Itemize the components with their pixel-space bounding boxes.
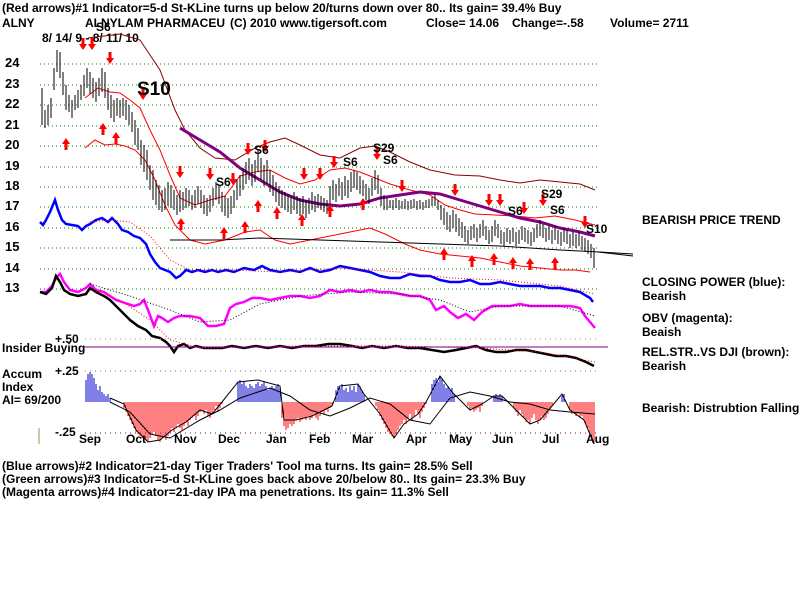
- signal-s6-2: S6: [216, 175, 231, 189]
- signal-s29-2: S29: [541, 187, 563, 201]
- month-mar: Mar: [352, 432, 374, 446]
- rel-strength-title: REL.STR..VS DJI (brown):: [642, 345, 790, 359]
- month-jul: Jul: [542, 432, 560, 446]
- closing-power-line: [39, 196, 594, 303]
- close-value: Close= 14.06: [426, 16, 500, 30]
- accum-ma: [109, 387, 596, 439]
- signal-line-4: (Magenta arrows)#4 Indicator=21-day IPA …: [2, 485, 449, 499]
- signal-s6-6: S6: [508, 204, 523, 218]
- price-label-23: 23: [5, 76, 20, 91]
- price-label-16: 16: [5, 219, 20, 234]
- signal-line-1: (Red arrows)#1 Indicator=5-d St-KLine tu…: [2, 1, 562, 15]
- price-label-18: 18: [5, 178, 20, 193]
- trend-extension: [597, 251, 634, 257]
- month-jun: Jun: [492, 432, 514, 446]
- accum-summary: Bearish: Distrubtion Falling.: [642, 401, 800, 415]
- accum-outline: [109, 375, 595, 445]
- accum-title-1: Accum: [2, 367, 43, 381]
- purple-moving-average: [179, 126, 596, 238]
- change-value: Change=-.58: [512, 16, 584, 30]
- price-label-14: 14: [5, 260, 20, 275]
- signal-s29-1: S29: [373, 141, 395, 155]
- buy-arrows: [62, 123, 559, 270]
- volume-value: Volume= 2711: [610, 16, 689, 30]
- signal-s10-big: S10: [137, 79, 171, 100]
- accum-minus-label: -.25: [55, 425, 76, 439]
- company-name: ALNYLAM PHARMACEU: [85, 16, 225, 30]
- month-jan: Jan: [266, 432, 287, 446]
- signal-s10-small: S10: [586, 222, 608, 236]
- obv-status: Beaish: [642, 325, 682, 339]
- ai-value: AI= 69/200: [2, 393, 62, 407]
- month-nov: Nov: [174, 432, 197, 446]
- month-dec: Dec: [218, 432, 241, 446]
- price-label-19: 19: [5, 158, 20, 173]
- obv-line: [40, 271, 596, 330]
- closing-power-title: CLOSING POWER (blue):: [642, 275, 786, 289]
- price-label-22: 22: [5, 96, 20, 111]
- signal-s6-7: S6: [550, 203, 565, 217]
- signal-line-3: (Green arrows)#3 Indicator=5-d St-KLine …: [2, 472, 526, 486]
- sell-arrows: [79, 38, 589, 228]
- month-sep: Sep: [79, 432, 102, 446]
- price-label-17: 17: [5, 198, 20, 213]
- insider-plus-label: +.50: [55, 332, 79, 346]
- support-line: [170, 237, 634, 255]
- price-bars: [41, 50, 595, 266]
- price-label-15: 15: [5, 239, 20, 254]
- price-grid: [40, 63, 598, 290]
- price-label-21: 21: [5, 117, 20, 132]
- signal-s6-5: S6: [383, 153, 398, 167]
- signal-s6-3: S6: [254, 143, 269, 157]
- rel-strength-status: Bearish: [642, 359, 687, 373]
- signal-s6-1: S6: [96, 20, 111, 34]
- obv-ma: [89, 283, 596, 323]
- price-label-20: 20: [5, 137, 20, 152]
- insider-buying-label: Insider Buying: [2, 341, 86, 355]
- month-oct: Oct: [126, 432, 147, 446]
- trend-label: BEARISH PRICE TREND: [642, 213, 781, 227]
- signal-s6-4: S6: [343, 155, 358, 169]
- signal-line-2: (Blue arrows)#2 Indicator=21-day Tiger T…: [2, 459, 473, 473]
- upper-band: [84, 87, 596, 226]
- upper-outer-band: [87, 33, 596, 191]
- month-aug: Aug: [586, 432, 610, 446]
- month-feb: Feb: [309, 432, 331, 446]
- closing-power-status: Bearish: [642, 289, 687, 303]
- obv-title: OBV (magenta):: [642, 311, 733, 325]
- copyright: (C) 2010 www.tigersoft.com: [230, 16, 387, 30]
- month-apr: Apr: [406, 432, 427, 446]
- month-may: May: [449, 432, 473, 446]
- closing-power-ma: [89, 219, 596, 295]
- ticker: ALNY: [2, 16, 35, 30]
- accum-plus-label: +.25: [55, 364, 79, 378]
- price-label-24: 24: [5, 55, 20, 70]
- accum-title-2: Index: [2, 380, 34, 394]
- price-label-13: 13: [5, 280, 20, 295]
